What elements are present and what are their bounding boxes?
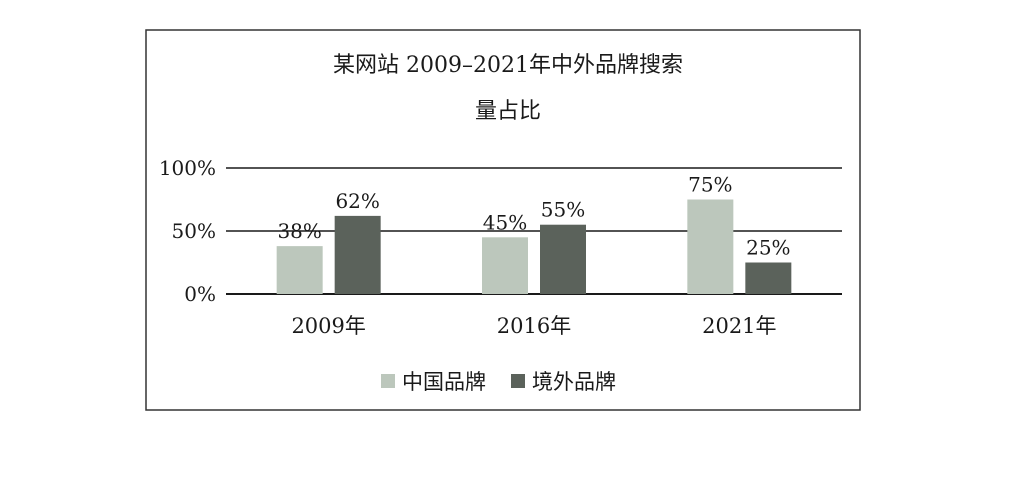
bar: [334, 215, 381, 294]
chart-title: 某网站 2009–2021年中外品牌搜索: [333, 53, 683, 78]
data-label: 25%: [746, 236, 790, 260]
y-tick-label: 100%: [159, 156, 216, 180]
x-tick-label: 2009年: [291, 314, 365, 338]
legend-label-series-2: 境外品牌: [532, 370, 616, 394]
bar: [276, 246, 323, 294]
bar: [745, 262, 792, 294]
legend-swatch-series-2: [511, 374, 525, 388]
y-tick-label: 0%: [184, 282, 216, 306]
x-tick-label: 2016年: [497, 314, 571, 338]
data-label: 45%: [483, 210, 527, 234]
legend-swatch-series-1: [381, 374, 395, 388]
y-tick-labels: 0% 50% 100%: [159, 156, 216, 306]
data-label: 62%: [335, 189, 379, 213]
gridlines: [226, 167, 842, 295]
data-label: 55%: [541, 198, 585, 222]
chart-frame: [145, 29, 861, 411]
bar: [540, 224, 586, 294]
y-tick-label: 50%: [172, 219, 216, 243]
bar: [687, 199, 734, 294]
legend-label-series-1: 中国品牌: [402, 370, 486, 394]
chart-subtitle: 量占比: [475, 99, 541, 124]
data-label: 38%: [277, 219, 321, 243]
bar: [482, 237, 528, 294]
data-labels: 38% 62% 45% 55% 75% 25%: [277, 173, 790, 260]
x-tick-label: 2021年: [702, 314, 776, 338]
x-tick-labels: 2009年 2016年 2021年: [291, 314, 776, 338]
bars: [276, 199, 792, 294]
data-label: 75%: [688, 173, 732, 197]
legend: 中国品牌 境外品牌: [381, 370, 616, 394]
